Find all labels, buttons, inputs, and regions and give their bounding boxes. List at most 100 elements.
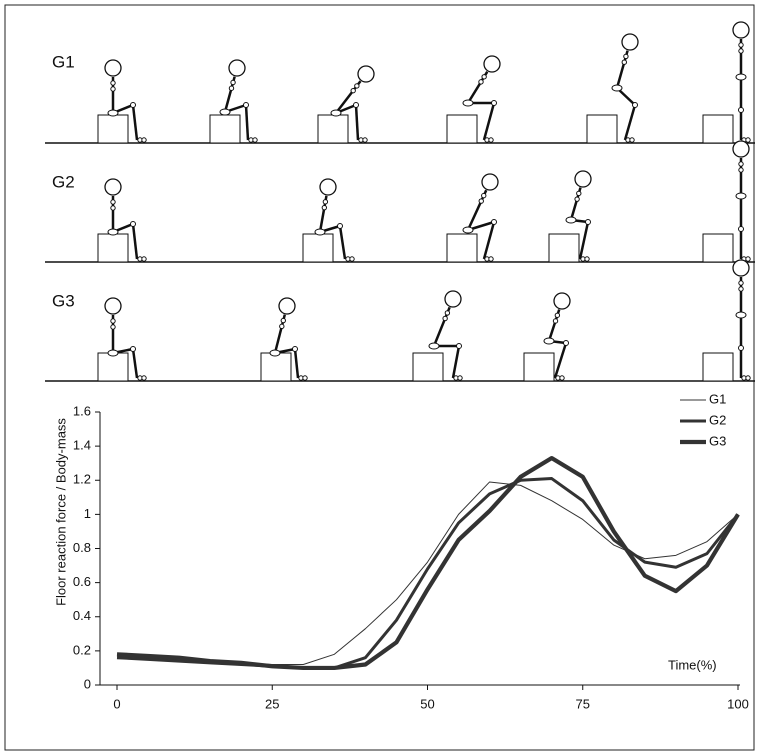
foot: [141, 256, 147, 262]
joint: [576, 190, 582, 197]
hip-joint: [462, 99, 474, 107]
stick-figure: [702, 140, 751, 263]
joint: [110, 86, 116, 92]
joint: [444, 310, 451, 316]
hip-joint: [314, 228, 326, 236]
stick-figure: [209, 59, 258, 144]
limb: [451, 345, 461, 379]
y-tick-label: 1.6: [73, 403, 91, 418]
knee-joint: [130, 346, 136, 352]
seat-box: [702, 114, 734, 144]
hip-joint: [611, 84, 623, 92]
head: [574, 170, 592, 188]
limb: [131, 223, 139, 260]
stick-figure: [446, 55, 501, 144]
joint: [110, 324, 116, 330]
y-tick-label: 0: [84, 676, 91, 691]
x-tick-label: 25: [265, 696, 279, 711]
x-tick-label: 100: [727, 696, 749, 711]
foot: [362, 137, 368, 143]
joint: [110, 199, 116, 205]
seat-box: [548, 233, 580, 263]
joint: [478, 79, 484, 85]
knee-joint: [585, 219, 591, 225]
limb: [482, 102, 496, 141]
head: [357, 65, 375, 83]
stick-figure: [702, 21, 751, 144]
head: [104, 59, 122, 77]
foot: [141, 375, 147, 381]
foot: [629, 137, 635, 143]
head: [483, 55, 501, 73]
legend-label: G3: [709, 433, 726, 448]
limb: [131, 104, 139, 141]
legend-label: G1: [709, 391, 726, 406]
foot: [349, 256, 355, 262]
limb: [623, 104, 637, 141]
frame: [4, 4, 755, 751]
seat-box: [209, 114, 241, 144]
hip-joint: [330, 109, 342, 117]
stick-figure: [97, 59, 147, 144]
stick-figure: [412, 290, 463, 382]
x-tick-label: 0: [113, 696, 120, 711]
joint: [621, 59, 627, 65]
joint: [322, 199, 329, 205]
head: [319, 178, 337, 196]
joint: [738, 280, 744, 286]
hip-joint: [735, 311, 747, 319]
panel-label: G1: [52, 52, 75, 71]
joint: [552, 318, 559, 324]
seat-box: [97, 352, 129, 382]
joint: [554, 312, 561, 318]
foot: [141, 137, 147, 143]
joint: [574, 196, 580, 202]
x-tick-label: 75: [576, 696, 590, 711]
foot: [302, 375, 308, 381]
y-tick-label: 0.4: [73, 608, 91, 623]
seat-box: [97, 233, 129, 263]
knee-joint: [491, 219, 497, 225]
stick-figures: [45, 21, 755, 382]
head: [444, 290, 462, 308]
foot: [745, 256, 751, 262]
limb: [354, 104, 360, 141]
foot: [457, 375, 463, 381]
stick-figure: [317, 65, 375, 144]
foot: [584, 256, 590, 262]
head: [732, 140, 750, 158]
y-tick-label: 1.2: [73, 472, 91, 487]
x-tick-label: 50: [420, 696, 434, 711]
head: [553, 292, 571, 310]
joint: [442, 315, 448, 322]
joint: [738, 48, 744, 54]
stick-figure: [260, 297, 308, 382]
joint: [623, 53, 629, 60]
stick-figure: [702, 259, 751, 382]
foot: [488, 137, 494, 143]
knee-joint: [632, 102, 638, 108]
x-axis-label: Time(%): [668, 657, 717, 672]
y-tick-label: 0.8: [73, 540, 91, 555]
foot: [252, 137, 258, 143]
seat-box: [586, 114, 618, 144]
seat-box: [412, 352, 444, 382]
series-line: [116, 455, 740, 671]
head: [278, 297, 296, 315]
knee-joint: [130, 221, 136, 227]
limb: [578, 221, 590, 260]
seat-box: [702, 233, 734, 263]
joint: [110, 318, 116, 324]
joint: [738, 286, 744, 292]
joint: [481, 192, 487, 199]
limb: [553, 342, 568, 379]
limb: [482, 221, 496, 260]
stick-figure: [586, 33, 639, 144]
foot: [559, 375, 565, 381]
panel-label: G2: [52, 172, 75, 191]
joint: [110, 80, 116, 86]
knee-joint: [738, 226, 744, 232]
stick-figure: [446, 173, 499, 263]
